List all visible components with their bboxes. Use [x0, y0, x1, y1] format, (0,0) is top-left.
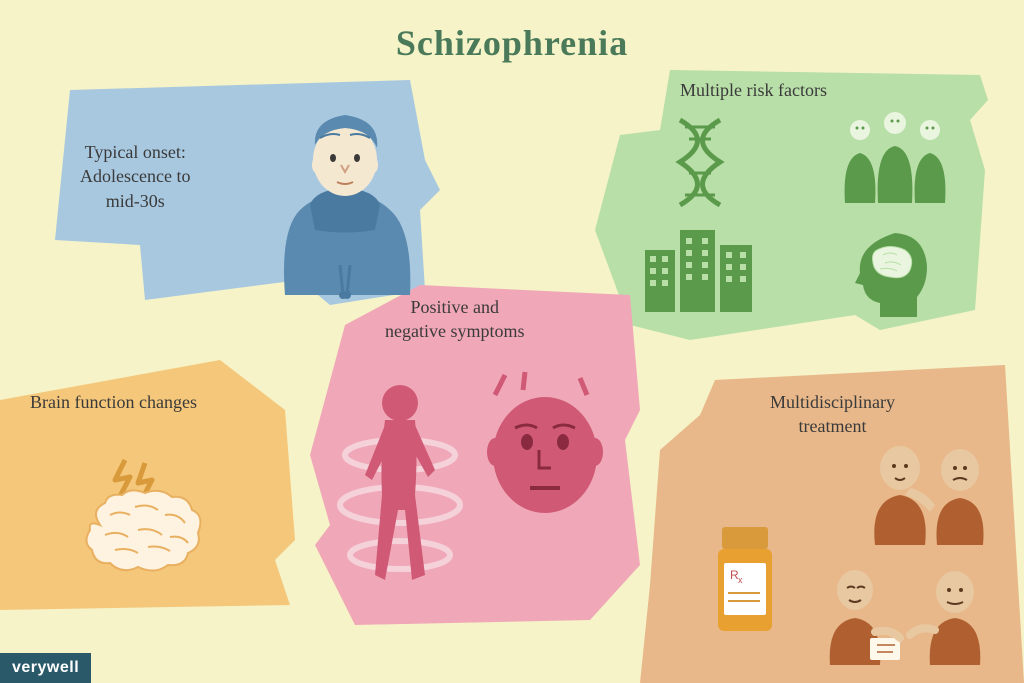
support-pair-icon: [855, 440, 1005, 550]
onset-text: Typical onset: Adolescence to mid-30s: [80, 140, 190, 213]
buildings-icon: [640, 220, 760, 315]
panel-symptoms: Positive and negative symptoms: [300, 265, 650, 635]
head-brain-icon: [835, 225, 935, 325]
pill-bottle-icon: R x: [710, 525, 780, 635]
page-title: Schizophrenia: [396, 22, 628, 64]
risk-text: Multiple risk factors: [680, 78, 827, 102]
brain-icon: [60, 455, 220, 585]
therapy-pair-icon: [805, 560, 1005, 670]
watermark-label: verywell: [0, 653, 91, 683]
symptoms-text: Positive and negative symptoms: [385, 295, 524, 344]
panel-treatment: Multidisciplinary treatment R x: [640, 350, 1024, 683]
panel-onset: Typical onset: Adolescence to mid-30s: [30, 60, 450, 320]
dna-icon: [665, 115, 735, 210]
brain-text: Brain function changes: [30, 390, 197, 414]
treatment-text: Multidisciplinary treatment: [770, 390, 895, 439]
face-icon: [475, 370, 615, 520]
panel-brain: Brain function changes: [0, 340, 320, 620]
person-icon: [265, 100, 430, 300]
people-group-icon: [830, 108, 960, 208]
svg-text:x: x: [738, 575, 743, 585]
walking-figure-icon: [330, 375, 470, 605]
